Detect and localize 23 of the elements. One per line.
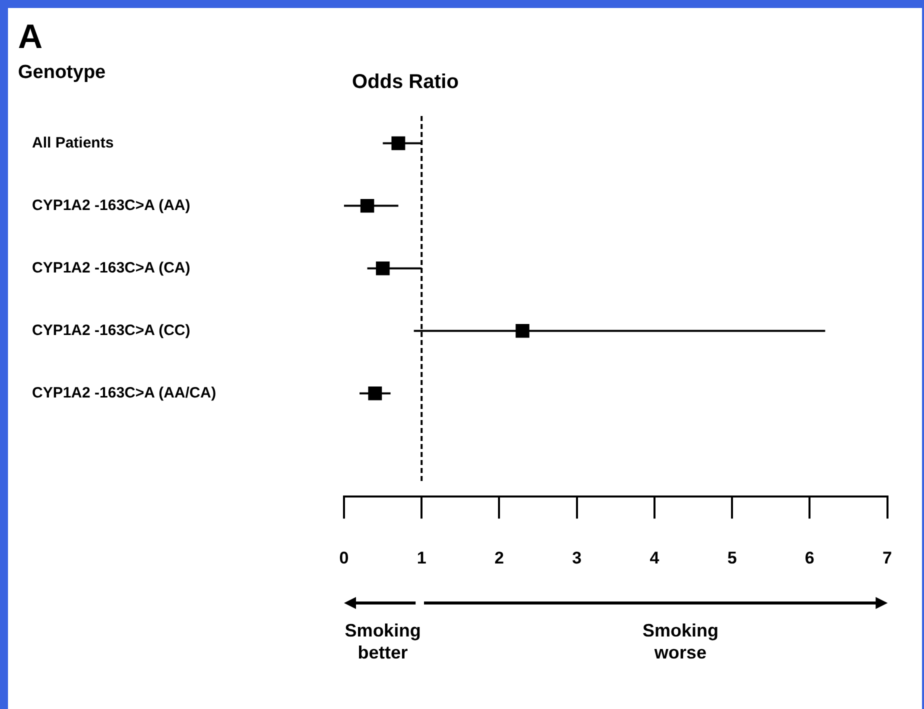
x-tick-label: 5 <box>727 548 737 568</box>
text: A <box>18 18 43 56</box>
x-tick-label: 6 <box>804 548 814 568</box>
point <box>360 198 374 213</box>
x-tick-label: 4 <box>650 548 660 568</box>
point <box>376 261 390 276</box>
x-tick-label: 2 <box>494 548 504 568</box>
point <box>516 324 530 338</box>
x-tick-label: 7 <box>882 548 892 568</box>
point <box>391 136 406 150</box>
text: Smoking better <box>344 620 421 663</box>
text: Smoking worse <box>642 620 718 663</box>
y-tick-label: CYP1A2 -163C>A (CA) <box>32 259 190 276</box>
x-tick-label: 1 <box>416 548 426 568</box>
y-axis-title: Genotype <box>18 62 106 83</box>
y-tick-label: CYP1A2 -163C>A (CC) <box>32 322 190 340</box>
y-tick-label: CYP1A2 -163C>A (AA) <box>32 196 190 214</box>
x-tick-label: 3 <box>572 548 582 568</box>
x-axis-title: Odds Ratio <box>352 71 459 93</box>
x-tick-label: 0 <box>339 548 349 568</box>
y-tick-label: All Patients <box>32 134 114 152</box>
y-tick-label: CYP1A2 -163C>A (AA/CA) <box>32 384 216 402</box>
point <box>368 386 382 400</box>
